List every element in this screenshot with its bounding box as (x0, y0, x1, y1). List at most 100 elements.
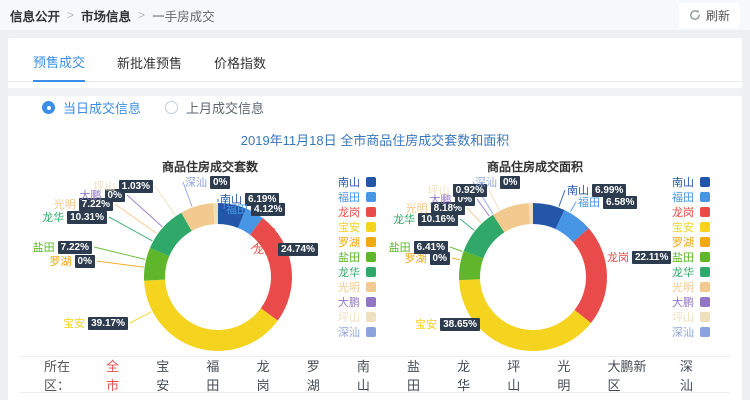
donut-segment[interactable] (144, 279, 278, 351)
pie-label-name: 罗湖 (49, 256, 72, 268)
legend-item[interactable]: 光明 (338, 279, 376, 295)
legend-item[interactable]: 深汕 (672, 324, 710, 340)
pie-label-value: 38.65% (440, 317, 480, 331)
legend-label: 龙华 (672, 267, 694, 279)
donut-segment[interactable] (533, 203, 565, 230)
pie-label-name: 南山 (220, 194, 242, 206)
pie-label-value: 6.99% (592, 183, 627, 197)
pie-label-name: 福田 (226, 204, 248, 216)
donut-segment[interactable] (572, 228, 607, 324)
pie-label-value: 7.22% (57, 240, 92, 254)
legend-item[interactable]: 深汕 (338, 324, 376, 340)
radio-dot-icon (42, 101, 55, 114)
tab[interactable]: 新批准预售 (117, 56, 183, 71)
district-filter-item[interactable]: 罗湖 (306, 358, 320, 393)
legend-item[interactable]: 盐田 (338, 249, 376, 265)
refresh-button[interactable]: 刷新 (678, 2, 740, 28)
pie-label-name: 光明 (53, 199, 76, 211)
legend-item[interactable]: 龙华 (338, 264, 376, 280)
legend-item[interactable]: 南山 (672, 174, 710, 190)
pie-label-name: 龙华 (42, 212, 65, 224)
pie-label-value: 0% (210, 175, 231, 189)
legend-swatch-icon (700, 222, 710, 232)
pie-label-line (558, 189, 566, 207)
legend-item[interactable]: 宝安 (672, 219, 710, 235)
pie-label-line (129, 311, 152, 324)
pie-label-name: 坪山 (427, 185, 450, 197)
radio-option[interactable]: 上月成交信息 (165, 98, 264, 117)
pie-label-name: 宝安 (63, 318, 86, 330)
refresh-icon (690, 9, 700, 20)
legend-item[interactable]: 龙岗 (338, 204, 376, 220)
legend-item[interactable]: 福田 (672, 189, 710, 205)
legend-swatch-icon (700, 177, 710, 187)
legend-item[interactable]: 福田 (338, 189, 376, 205)
district-filter-item[interactable]: 南山 (356, 358, 370, 393)
legend-item[interactable]: 南山 (338, 174, 376, 190)
donut-segment[interactable] (463, 214, 505, 259)
donut-charts-svg (93, 181, 607, 352)
legend-item[interactable]: 大鹏 (338, 294, 376, 310)
pie-label-value: 6.19% (245, 192, 280, 206)
donut-segment[interactable] (528, 203, 533, 225)
pie-label: 福田 6.58% (578, 194, 638, 210)
pie-label-value: 39.17% (88, 316, 128, 330)
breadcrumb-item[interactable]: 信息公开 (10, 9, 61, 24)
donut-segment[interactable] (459, 279, 591, 352)
radio-option[interactable]: 当日成交信息 (42, 98, 141, 117)
pie-label-name: 光明 (405, 203, 428, 215)
legend-item[interactable]: 龙华 (672, 264, 710, 280)
legend-item[interactable]: 光明 (672, 279, 710, 295)
legend-label: 深汕 (672, 327, 694, 339)
legend-label: 盐田 (672, 252, 694, 264)
pie-label: 罗湖 0% (405, 250, 450, 266)
legend-item[interactable]: 大鹏 (672, 294, 710, 310)
district-filter-item[interactable]: 坪山 (507, 358, 521, 393)
district-filter-item[interactable]: 龙岗 (256, 358, 270, 393)
pie-label: 坪山 1.03% (94, 178, 153, 194)
legend-item[interactable]: 龙岗 (672, 204, 710, 220)
tab[interactable]: 预售成交 (33, 52, 86, 82)
pie-label-value: 7.22% (78, 197, 113, 211)
pie-label: 福田 4.12% (226, 201, 286, 217)
legend-item[interactable]: 坪山 (672, 309, 710, 325)
district-filter-item[interactable]: 深汕 (679, 358, 693, 393)
district-filter-item[interactable]: 宝安 (156, 358, 170, 393)
donut-segment[interactable] (492, 203, 530, 233)
district-filter: 所在区： 全市 宝安 福田 龙岗 罗湖 南山 盐田 龙华 坪山 光明 大鹏新区 深汕 (20, 356, 730, 393)
legend-item[interactable]: 宝安 (338, 219, 376, 235)
pie-label: 南山 6.19% (220, 191, 280, 207)
legend-item[interactable]: 坪山 (338, 309, 376, 325)
donut-segment[interactable] (144, 247, 170, 281)
breadcrumb: 信息公开 > 市场信息 > 一手房成交 (10, 6, 215, 25)
legend-label: 宝安 (338, 222, 360, 234)
tab[interactable]: 价格指数 (214, 56, 267, 71)
donut-segment[interactable] (249, 217, 293, 321)
legend-item[interactable]: 盐田 (672, 249, 710, 265)
donut-segment[interactable] (218, 203, 247, 228)
pie-label-value: 0% (74, 254, 95, 268)
district-filter-item[interactable]: 全市 (106, 358, 120, 393)
topbar: 信息公开 > 市场信息 > 一手房成交 刷新 (0, 0, 750, 30)
donut-segment[interactable] (213, 203, 218, 225)
donut-segment[interactable] (149, 212, 192, 257)
district-filter-item[interactable]: 福田 (206, 358, 220, 393)
donut-segment[interactable] (459, 250, 484, 281)
pie-label-name: 坪山 (93, 181, 116, 193)
pie-label-value: 24.74% (278, 242, 318, 256)
refresh-label: 刷新 (705, 8, 730, 23)
donut-segment[interactable] (555, 210, 589, 243)
breadcrumb-item[interactable]: 市场信息 (81, 9, 132, 24)
legend-item[interactable]: 罗湖 (672, 234, 710, 250)
district-filter-item[interactable]: 大鹏新区 (607, 358, 647, 393)
pie-label: 宝安 38.65% (415, 316, 480, 332)
donut-segment[interactable] (181, 203, 215, 231)
pie-label-line (569, 201, 577, 213)
legend-item[interactable]: 罗湖 (338, 234, 376, 250)
legend-swatch-icon (700, 297, 710, 307)
district-filter-item[interactable]: 盐田 (406, 358, 420, 393)
district-filter-item[interactable]: 龙华 (457, 358, 471, 393)
district-filter-items: 全市 宝安 福田 龙岗 罗湖 南山 盐田 龙华 坪山 光明 大鹏新区 深汕 (106, 356, 730, 394)
district-filter-item[interactable]: 光明 (557, 358, 571, 393)
pie-label-value: 1.03% (118, 179, 153, 193)
